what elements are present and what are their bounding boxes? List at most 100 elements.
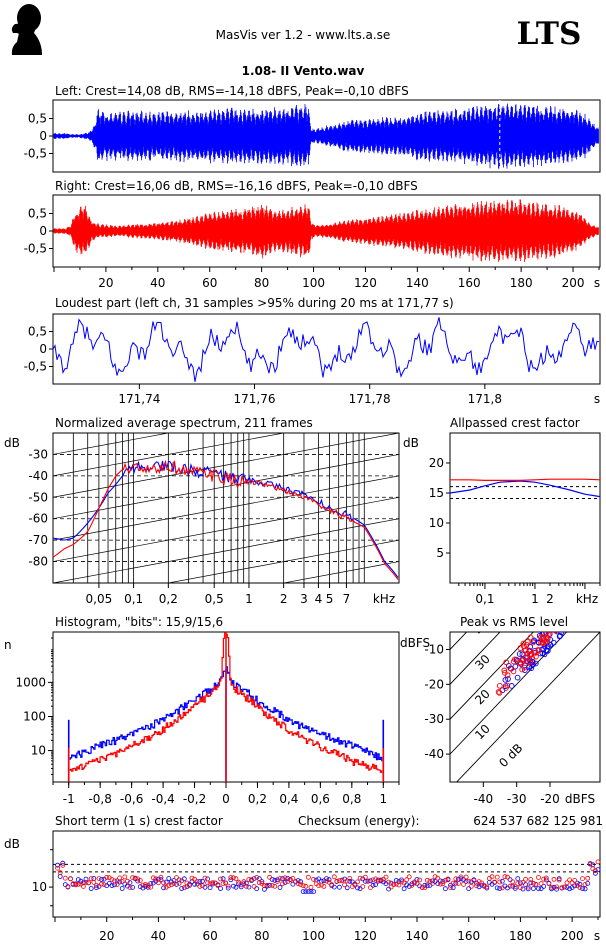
peak-rms-point-right	[564, 602, 569, 607]
peak-rms-point-left	[571, 612, 576, 617]
peak-rms-point-right	[535, 646, 542, 653]
spectrum-series-right	[53, 459, 399, 580]
short-crest-point-left	[324, 876, 329, 881]
peak-rms-title: Peak vs RMS level	[460, 615, 568, 629]
short-crest-point-right	[484, 884, 490, 890]
short-crest-point-left	[99, 877, 104, 882]
short-crest-point-left	[199, 878, 205, 884]
short-crest-point-right	[155, 880, 161, 886]
short-crest-point-right	[96, 876, 102, 881]
short-crest-point-left	[368, 878, 373, 884]
logo-silhouette-icon	[11, 4, 42, 55]
y-tick-label: -40	[28, 469, 48, 483]
crest-diagonal	[450, 632, 568, 755]
short-crest-point-right	[543, 875, 549, 881]
short-crest-point-right	[228, 875, 234, 880]
short-crest-point-right	[339, 878, 345, 883]
short-crest-point-left	[373, 882, 379, 888]
short-crest-point-right	[577, 885, 583, 890]
peak-rms-point-left	[572, 611, 577, 616]
short-crest-point-left	[525, 886, 531, 892]
short-crest-point-right	[401, 880, 407, 886]
peak-rms-point-right	[530, 639, 536, 646]
short-crest-point-left	[440, 879, 446, 884]
short-crest-point-right	[300, 883, 306, 889]
short-crest-point-right	[324, 878, 329, 884]
y-tick-label: 0	[39, 224, 47, 238]
short-crest-point-right	[181, 885, 187, 891]
short-crest-point-right	[150, 875, 156, 881]
short-crest-point-left	[161, 885, 167, 891]
x-unit-label: s	[594, 929, 600, 943]
short-crest-point-right	[264, 882, 270, 888]
crest-diagonal-label: 20	[472, 687, 493, 708]
x-unit-label: kHz	[373, 592, 395, 606]
short-crest-point-left	[357, 886, 363, 892]
short-crest-point-left	[567, 886, 572, 892]
short-crest-point-left	[104, 883, 110, 889]
short-crest-point-right	[461, 882, 466, 887]
short-crest-point-right	[564, 880, 570, 886]
short-crest-point-left	[233, 884, 239, 890]
short-crest-point-right	[287, 877, 293, 883]
short-crest-point-right	[282, 875, 288, 881]
peak-rms-point-right	[512, 656, 518, 663]
short-crest-point-right	[476, 879, 482, 884]
x-tick-label: 140	[406, 929, 429, 943]
peak-rms-point-left	[541, 651, 548, 658]
short-crest-point-right	[125, 878, 130, 884]
histogram-ylabel: n	[4, 638, 12, 652]
short-crest-point-left	[207, 885, 213, 891]
short-crest-point-right	[582, 882, 588, 887]
loudest-part-panel: Loudest part (left ch, 31 samples >95% d…	[24, 296, 601, 406]
slope-line	[53, 433, 399, 498]
allpass-crest-title: Allpassed crest factor	[450, 416, 580, 430]
short-crest-point-left	[254, 886, 260, 892]
peak-rms-point-right	[545, 632, 552, 638]
y-tick-label: -60	[28, 512, 48, 526]
x-tick-label: 60	[203, 929, 218, 943]
short-crest-point-right	[559, 885, 565, 891]
short-crest-point-right	[168, 882, 174, 888]
short-crest-point-left	[145, 884, 151, 890]
short-crest-point-left	[274, 877, 280, 883]
short-crest-point-left	[355, 885, 360, 891]
x-tick-label: 0,8	[342, 792, 361, 806]
peak-rms-point-left	[576, 617, 581, 622]
waveform-trace	[53, 199, 599, 262]
short-crest-point-left	[174, 882, 179, 887]
x-tick-label: 40	[150, 276, 165, 290]
x-tick-label: 200	[561, 929, 584, 943]
short-crest-point-right	[523, 876, 528, 882]
x-tick-label: 171,74	[118, 392, 160, 406]
short-crest-point-left	[577, 881, 583, 887]
x-tick-label: 80	[254, 929, 269, 943]
short-crest-point-left	[303, 889, 309, 894]
short-crest-point-right	[272, 883, 278, 889]
short-crest-point-left	[179, 886, 185, 891]
x-tick-label: 20	[98, 276, 113, 290]
short-crest-point-right	[137, 878, 143, 883]
short-crest-point-right	[580, 876, 585, 881]
short-crest-point-left	[197, 879, 203, 884]
short-crest-point-left	[220, 876, 226, 882]
x-tick-label: 80	[254, 276, 269, 290]
x-tick-label: -20	[540, 792, 560, 806]
short-crest-point-right	[212, 880, 218, 886]
short-crest-point-left	[125, 883, 130, 889]
y-tick-label: 0,5	[28, 207, 47, 221]
x-tick-label: 1	[379, 792, 387, 806]
short-crest-point-right	[479, 880, 485, 886]
short-crest-point-left	[243, 880, 249, 886]
short-crest-point-left	[236, 881, 242, 887]
short-crest-point-left	[494, 885, 500, 891]
peak-rms-point-left	[554, 632, 560, 635]
slope-line	[53, 240, 399, 304]
short-crest-point-left	[406, 884, 412, 889]
short-crest-point-left	[295, 878, 301, 883]
short-crest-point-right	[468, 884, 474, 889]
x-tick-label: 0	[222, 792, 230, 806]
peak-rms-point-right	[563, 596, 568, 601]
short-crest-point-left	[582, 886, 588, 892]
